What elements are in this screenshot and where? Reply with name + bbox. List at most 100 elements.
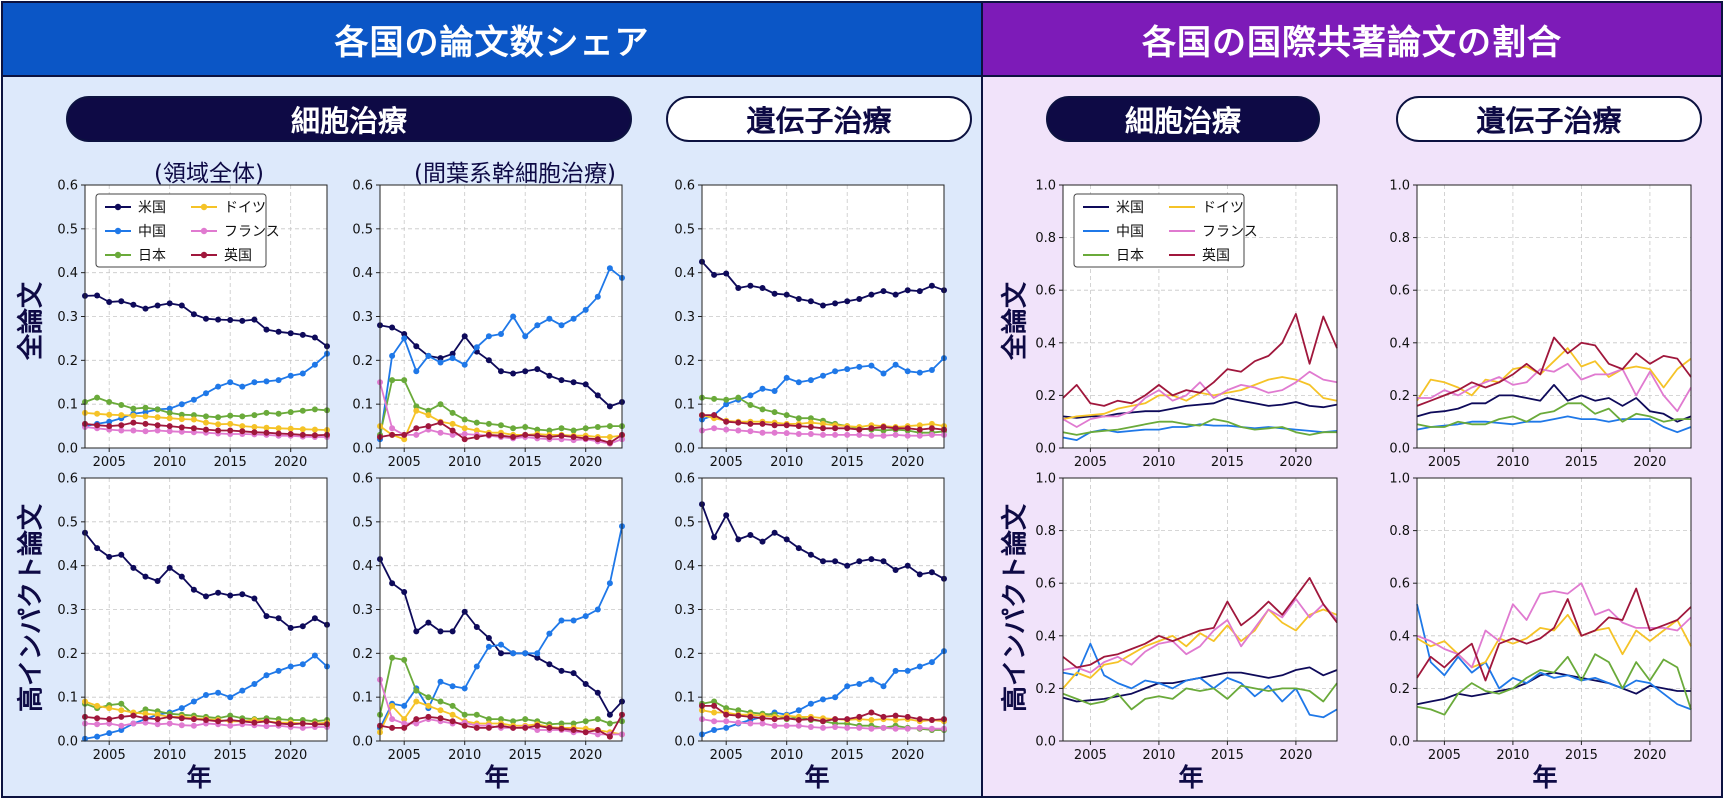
left-panel-title: 各国の論文数シェア — [3, 3, 981, 77]
data-point — [558, 432, 565, 439]
data-point — [154, 711, 161, 718]
data-point — [928, 420, 935, 427]
data-point — [413, 431, 420, 438]
y-tick-label: 1.0 — [1035, 179, 1056, 194]
data-point — [154, 427, 161, 434]
x-tick-label: 2015 — [1565, 455, 1598, 470]
pill-gene-therapy-right: 遺伝子治療 — [1396, 96, 1702, 142]
data-point — [904, 432, 911, 439]
data-point — [413, 720, 420, 727]
data-point — [473, 624, 480, 630]
data-point — [534, 432, 541, 439]
data-point — [287, 721, 294, 728]
data-point — [203, 692, 209, 698]
data-point — [275, 430, 282, 437]
data-point — [606, 711, 613, 718]
data-point — [239, 413, 246, 420]
y-tick-label: 0.4 — [1389, 336, 1410, 351]
data-point — [892, 717, 899, 723]
data-point — [498, 432, 504, 439]
data-point — [190, 425, 197, 432]
x-tick-label: 2010 — [1142, 748, 1175, 763]
data-point — [594, 606, 601, 613]
data-point — [473, 344, 480, 351]
data-point — [130, 712, 137, 719]
legend-marker — [114, 227, 122, 235]
data-point — [747, 402, 754, 408]
data-point — [203, 390, 209, 397]
data-point — [783, 715, 790, 722]
data-point — [251, 379, 258, 386]
y-tick-label: 1.0 — [1389, 472, 1410, 487]
data-point — [916, 432, 923, 439]
data-point — [558, 377, 565, 384]
y-tick-label: 0.3 — [352, 603, 373, 618]
data-point — [498, 368, 504, 375]
data-point — [389, 324, 396, 331]
data-point — [880, 558, 887, 565]
data-point — [239, 317, 246, 324]
data-point — [413, 716, 420, 723]
data-point — [263, 326, 270, 333]
data-point — [118, 422, 125, 429]
data-point — [558, 720, 565, 727]
data-point — [239, 718, 246, 725]
data-point — [311, 432, 318, 439]
data-point — [251, 316, 258, 323]
legend-marker — [200, 227, 208, 235]
data-point — [498, 331, 504, 337]
data-point — [735, 707, 742, 714]
data-point — [215, 414, 222, 421]
data-point — [166, 720, 173, 727]
data-point — [461, 361, 468, 368]
data-point — [178, 428, 185, 435]
data-point — [723, 270, 730, 277]
data-point — [461, 425, 468, 432]
data-point — [178, 416, 185, 423]
data-point — [203, 315, 209, 322]
data-point — [783, 291, 790, 298]
data-point — [413, 407, 420, 414]
data-point — [130, 720, 137, 727]
data-point — [190, 722, 197, 729]
data-point — [916, 716, 923, 723]
x-tick-label: 2010 — [770, 748, 803, 763]
pill-cell-therapy-right: 細胞治療 — [1046, 96, 1320, 142]
data-point — [510, 434, 517, 440]
legend-label: 米国 — [138, 200, 166, 216]
data-point — [154, 302, 161, 309]
data-point — [449, 427, 456, 434]
subtitle-msc-therapy: (間葉系幹細胞治療) — [414, 161, 616, 187]
data-point — [485, 333, 492, 340]
data-point — [904, 667, 911, 674]
data-point — [916, 288, 923, 295]
data-point — [437, 715, 444, 722]
data-point — [473, 419, 480, 426]
data-point — [582, 681, 589, 687]
data-point — [844, 716, 851, 723]
data-point — [570, 379, 577, 386]
data-point — [311, 615, 318, 622]
data-point — [401, 377, 408, 384]
chart-share-cell-msc-high: 0.0 0.1 0.2 0.3 0.4 0.5 0.6 2005 2010 2015 2020 — [352, 472, 625, 763]
data-point — [142, 573, 149, 580]
series-line-5 — [1416, 587, 1692, 682]
data-point — [606, 423, 613, 430]
data-point — [795, 545, 802, 552]
y-tick-label: 0.6 — [1035, 284, 1056, 299]
data-point — [582, 718, 589, 725]
data-point — [215, 689, 222, 696]
data-point — [711, 702, 718, 709]
data-point — [142, 715, 149, 722]
x-tick-label: 2010 — [153, 748, 186, 763]
data-point — [844, 298, 851, 305]
series-line-1 — [1062, 642, 1338, 719]
y-tick-label: 1.0 — [1389, 179, 1410, 194]
data-point — [820, 724, 826, 731]
data-point — [783, 536, 790, 543]
data-point — [735, 427, 742, 434]
y-tick-label: 0.0 — [674, 735, 695, 750]
x-tick-label: 2020 — [569, 748, 602, 763]
y-tick-label: 0.8 — [1389, 524, 1410, 539]
x-tick-label: 2005 — [1074, 748, 1107, 763]
